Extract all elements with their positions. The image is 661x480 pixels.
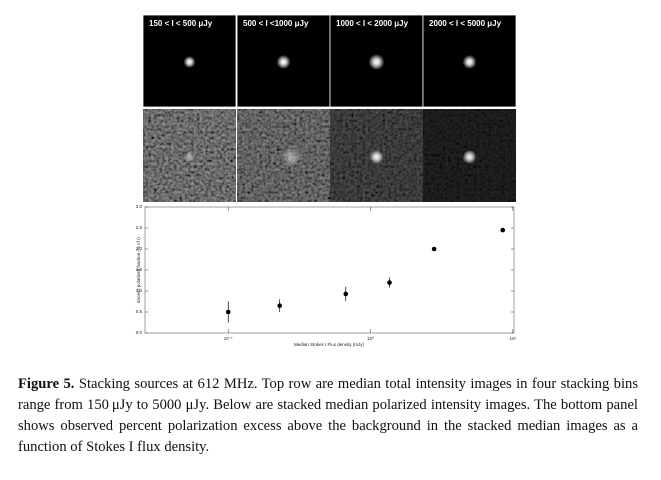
source-blob (368, 54, 385, 70)
polarized-blob (184, 152, 195, 162)
caption-label: Figure 5. (18, 376, 75, 392)
polarized-blob (462, 150, 477, 164)
y-axis-label: Excess polarized fraction (% of I) (136, 237, 141, 303)
y-tick-label: 3.0 (136, 204, 143, 209)
panel-label: 2000 < I < 5000 μJy (429, 19, 502, 28)
polarized-blob (369, 150, 384, 164)
source-blob (183, 56, 196, 68)
data-point (431, 246, 437, 252)
data-point (225, 309, 231, 315)
data-point (343, 291, 349, 297)
y-tick-label: 0.0 (136, 330, 143, 335)
polarized-blob (282, 148, 301, 166)
y-tick-label: 2.5 (136, 225, 143, 230)
panel-label: 500 < I <1000 μJy (243, 19, 309, 28)
data-point (500, 227, 506, 233)
source-blob (462, 55, 477, 69)
data-point (277, 303, 282, 309)
x-axis-label: Median Stokes I Flux density (mJy) (294, 342, 365, 347)
x-tick-label: 10⁻¹ (224, 336, 233, 341)
plot-frame (144, 206, 515, 334)
y-tick-label: 0.5 (136, 309, 143, 314)
source-blob (276, 55, 291, 69)
panel-label: 1000 < I < 2000 μJy (336, 19, 409, 28)
x-tick-label: 10¹ (510, 336, 517, 341)
y-tick-label: 1.5 (136, 267, 143, 272)
intensity-image (329, 14, 424, 108)
data-point (387, 280, 392, 285)
figure: 150 < I < 500 μJy 500 < I <1000 μJy 1000 <… (136, 14, 517, 347)
caption: Figure 5. Stacking sources at 612 MHz. T… (18, 374, 638, 458)
x-tick-label: 10⁰ (367, 336, 374, 341)
panel-label: 150 < I < 500 μJy (149, 19, 213, 28)
image-panels: 150 < I < 500 μJy 500 < I <1000 μJy 1000 <… (142, 14, 517, 202)
caption-text: Stacking sources at 612 MHz. Top row are… (18, 376, 638, 455)
y-tick-label: 2.0 (136, 246, 143, 251)
y-tick-label: 1.0 (136, 288, 143, 293)
